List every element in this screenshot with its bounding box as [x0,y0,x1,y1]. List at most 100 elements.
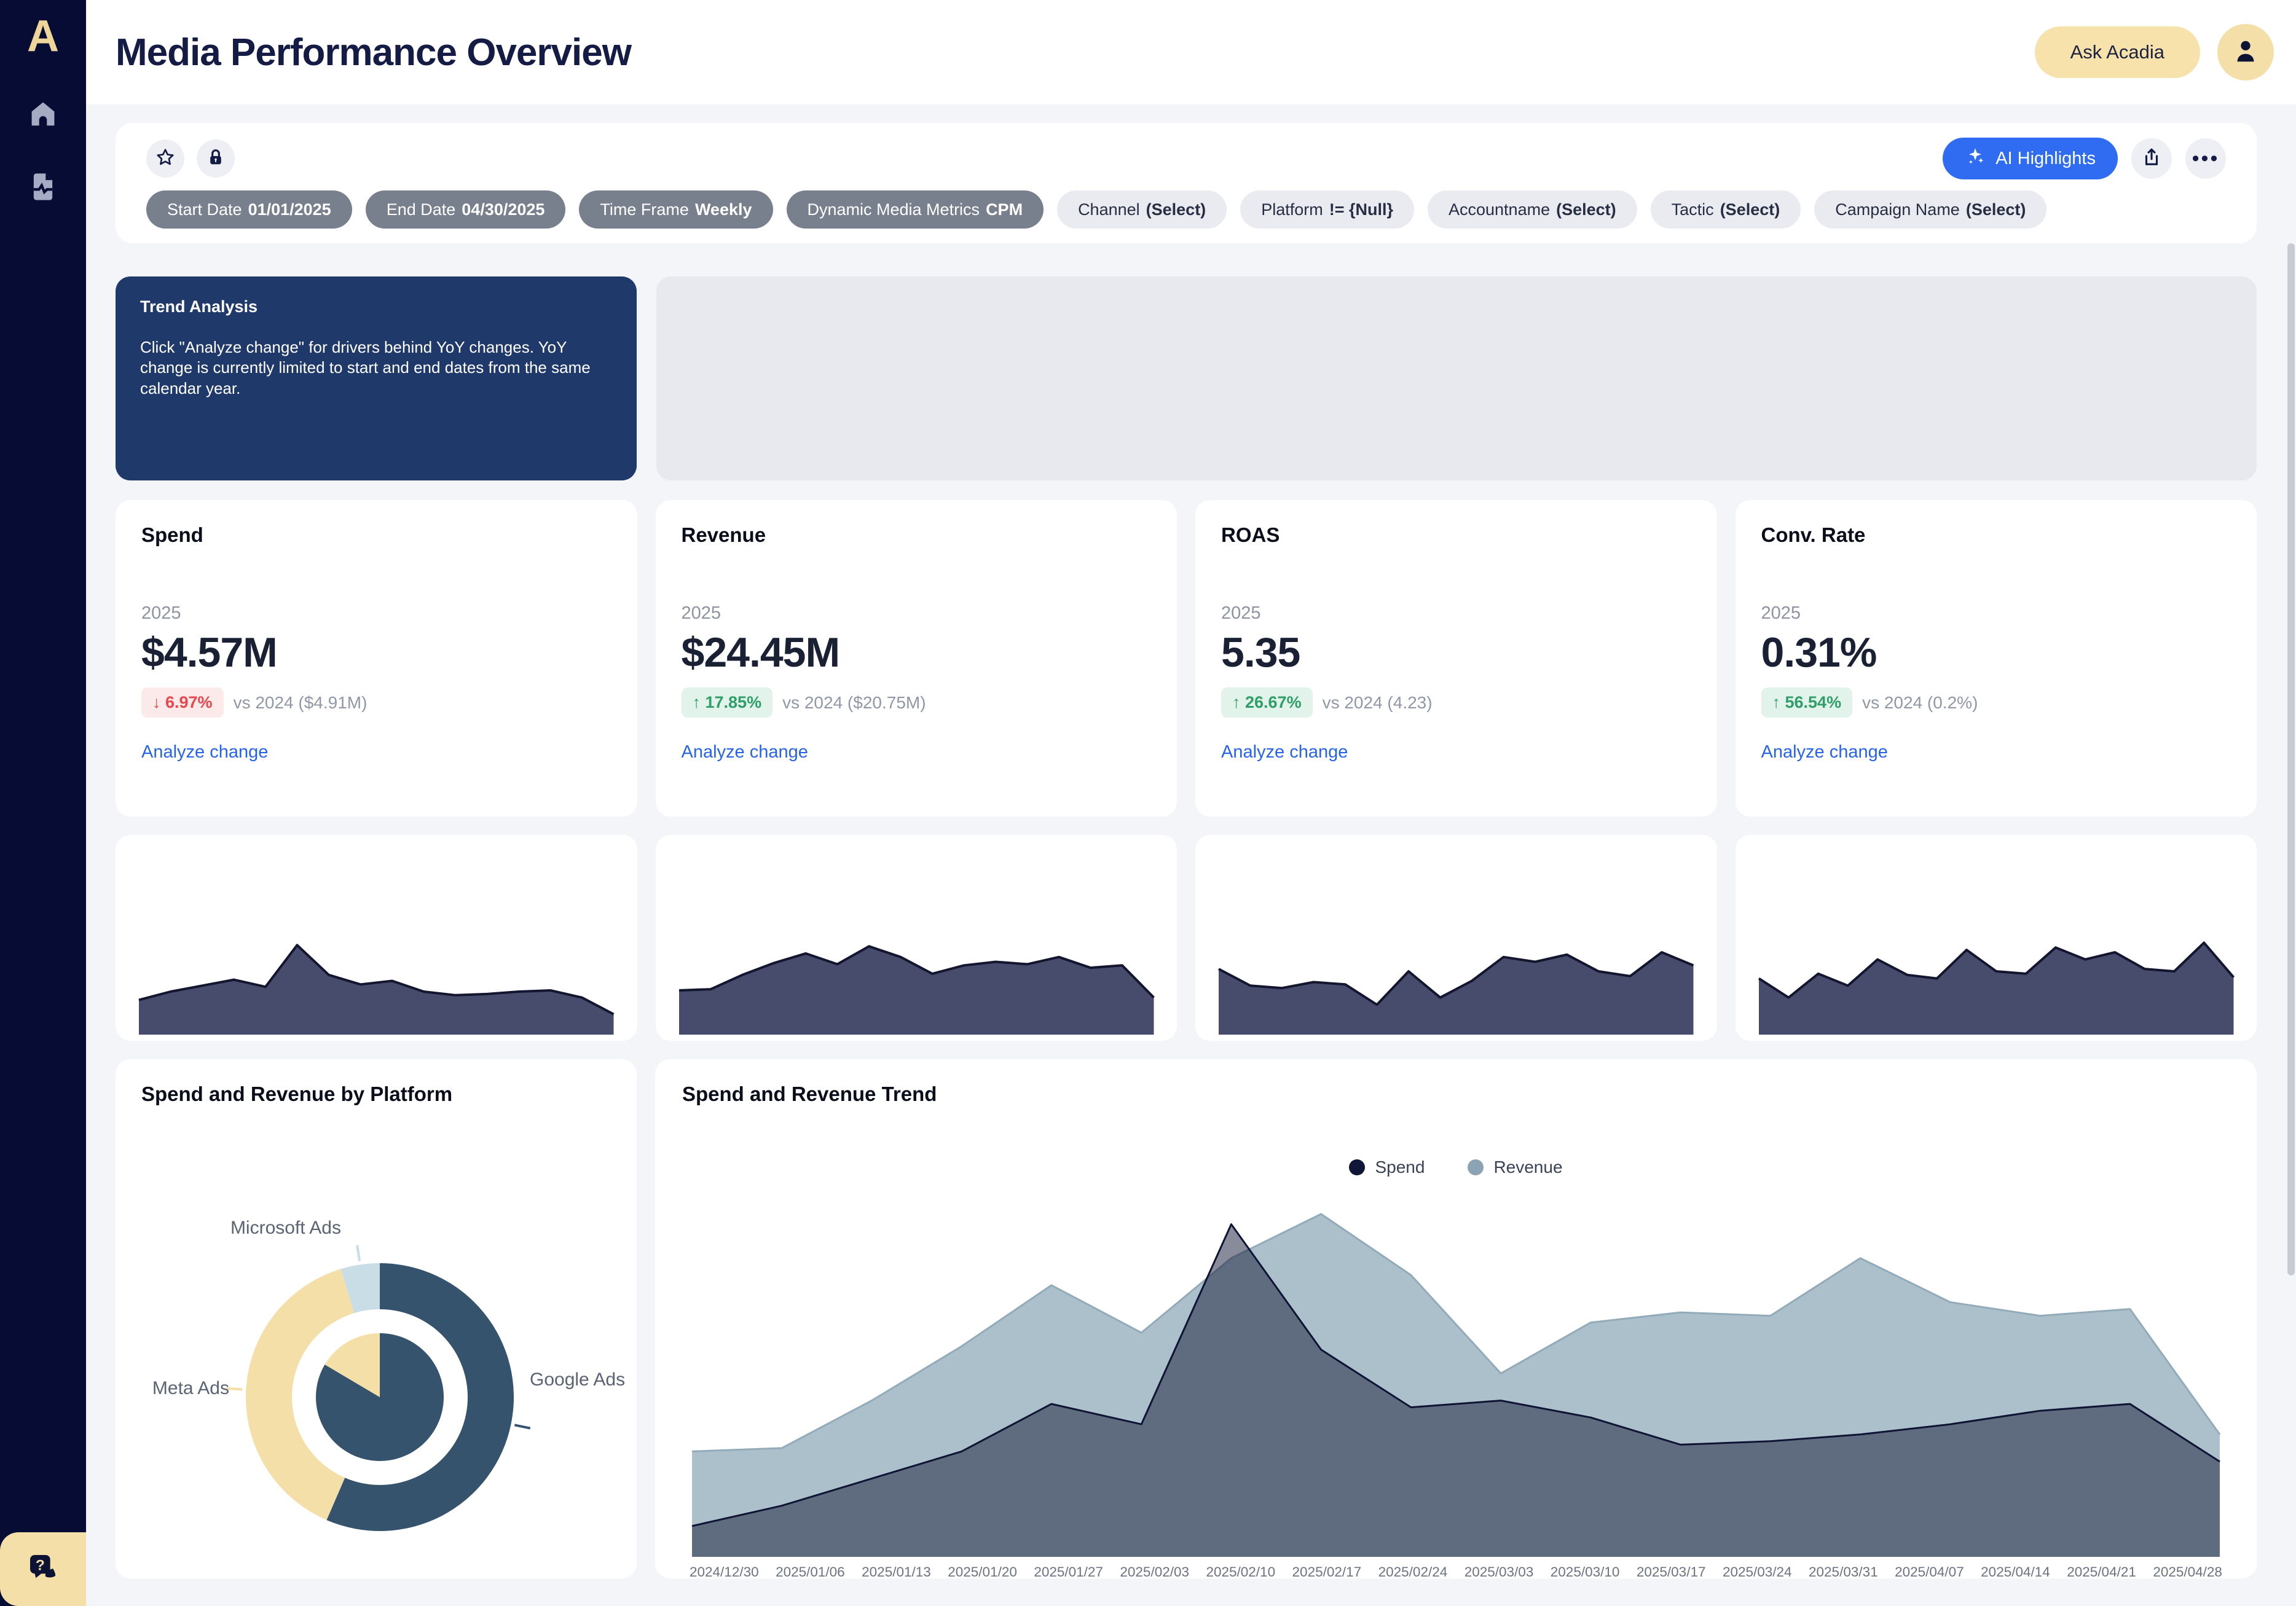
kpi-title: Revenue [682,523,1152,547]
lock-icon [206,147,226,170]
sidebar-item-home[interactable] [27,98,59,130]
kpi-delta-row: ↓ 6.97% vs 2024 ($4.91M) [141,687,611,718]
delta-badge: ↓ 6.97% [141,687,224,718]
trend-analysis-row: Trend Analysis Click "Analyze change" fo… [116,276,2257,480]
legend-item-spend[interactable]: Spend [1349,1157,1425,1177]
kpi-delta-row: ↑ 26.67% vs 2024 (4.23) [1221,687,1691,718]
ellipsis-icon: ••• [2192,152,2220,165]
trend-analysis-body: Click "Analyze change" for drivers behin… [140,337,612,399]
help-chat-button[interactable]: ? [0,1532,86,1606]
chart-legend: Spend Revenue [655,1157,2257,1177]
analyze-change-link[interactable]: Analyze change [1761,742,1888,762]
filter-pills: Start Date01/01/2025 End Date04/30/2025 … [146,190,2226,229]
revenue-legend-dot [1468,1159,1484,1175]
spend-revenue-trend-card: Spend and Revenue Trend Spend Revenue 20… [655,1059,2257,1578]
kpi-year: 2025 [1761,603,2231,624]
platform-chart-title: Spend and Revenue by Platform [141,1083,611,1106]
page-title: Media Performance Overview [116,31,631,74]
kpi-delta-row: ↑ 56.54% vs 2024 (0.2%) [1761,687,2231,718]
filter-pill-accountname[interactable]: Accountname(Select) [1428,190,1637,229]
ask-acadia-button[interactable]: Ask Acadia [2035,26,2200,78]
kpi-value: 0.31% [1761,629,2231,676]
home-icon [27,122,59,133]
filter-actions: AI Highlights ••• [1943,138,2226,179]
x-axis-labels: 2024/12/302025/01/062025/01/132025/01/20… [690,1564,2222,1580]
user-icon [2231,37,2260,68]
kpi-year: 2025 [141,603,611,624]
revenue-sparkline-chart [677,904,1157,1035]
roas-sparkline-chart [1216,904,1696,1035]
filter-pill-channel[interactable]: Channel(Select) [1057,190,1227,229]
star-icon [155,147,175,170]
chat-question-icon: ? [26,1551,60,1588]
kpi-value: $4.57M [141,629,611,676]
kpi-title: ROAS [1221,523,1691,547]
sparkline-card-conv-rate [1736,835,2257,1041]
spend-revenue-trend-chart [690,1207,2222,1557]
filter-toolbar: AI Highlights ••• [146,138,2226,179]
ai-highlights-label: AI Highlights [1995,149,2096,169]
spend-legend-dot [1349,1159,1365,1175]
sparkline-card-spend [116,835,637,1041]
charts-row: Spend and Revenue by Platform Microsoft … [116,1059,2257,1578]
analyze-change-link[interactable]: Analyze change [141,742,268,762]
filter-bar: AI Highlights ••• Start Date01/01/2025 E… [116,123,2257,243]
spend-sparkline-chart [136,904,616,1035]
lock-button[interactable] [197,139,235,178]
conv-rate-sparkline-chart [1756,904,2236,1035]
report-pulse-icon [27,195,59,205]
delta-badge: ↑ 56.54% [1761,687,1853,718]
filter-pill-start-date[interactable]: Start Date01/01/2025 [146,190,352,229]
more-options-button[interactable]: ••• [2185,138,2226,179]
filter-pill-end-date[interactable]: End Date04/30/2025 [366,190,566,229]
platform-donut-card: Spend and Revenue by Platform Microsoft … [116,1059,637,1578]
kpi-value: $24.45M [682,629,1152,676]
dashboard-root: A ? Media Performance Overview Ask Acadi… [0,0,2296,1606]
analyze-change-link[interactable]: Analyze change [682,742,808,762]
kpi-card-roas: ROAS 2025 5.35 ↑ 26.67% vs 2024 (4.23) A… [1195,500,1717,817]
kpi-vs-prior: vs 2024 (0.2%) [1862,693,1978,713]
avatar[interactable] [2217,24,2274,80]
acadia-logo[interactable]: A [0,11,86,61]
filter-pill-tactic[interactable]: Tactic(Select) [1651,190,1801,229]
kpi-year: 2025 [682,603,1152,624]
sidebar-item-reports[interactable] [27,171,59,203]
trend-analysis-title: Trend Analysis [140,297,612,316]
kpi-year: 2025 [1221,603,1691,624]
platform-donut-chart [208,1225,552,1569]
trend-chart-title: Spend and Revenue Trend [682,1083,2230,1106]
filter-pill-time-frame[interactable]: Time FrameWeekly [579,190,773,229]
filter-pill-campaign-name[interactable]: Campaign Name(Select) [1814,190,2046,229]
favorite-button[interactable] [146,139,184,178]
share-button[interactable] [2131,138,2172,179]
analyze-change-link[interactable]: Analyze change [1221,742,1348,762]
page-header: Media Performance Overview Ask Acadia [86,0,2296,104]
donut-label-microsoft-ads: Microsoft Ads [230,1218,341,1239]
donut-label-google-ads: Google Ads [530,1369,625,1390]
filter-pill-dynamic-media-metrics[interactable]: Dynamic Media MetricsCPM [787,190,1044,229]
sparkline-row [116,835,2257,1041]
kpi-vs-prior: vs 2024 ($20.75M) [782,693,926,713]
delta-badge: ↑ 26.67% [1221,687,1313,718]
sparkle-icon [1965,146,1986,171]
content-area: AI Highlights ••• Start Date01/01/2025 E… [86,104,2296,1606]
empty-panel [656,276,2257,480]
trend-analysis-card: Trend Analysis Click "Analyze change" fo… [116,276,637,480]
kpi-title: Spend [141,523,611,547]
kpi-card-conv-rate: Conv. Rate 2025 0.31% ↑ 56.54% vs 2024 (… [1736,500,2257,817]
kpi-vs-prior: vs 2024 ($4.91M) [234,693,368,713]
sidebar: A ? [0,0,86,1606]
filter-pill-platform[interactable]: Platform!= {Null} [1240,190,1414,229]
delta-badge: ↑ 17.85% [682,687,773,718]
donut-label-meta-ads: Meta Ads [152,1378,229,1399]
svg-text:?: ? [36,1557,45,1573]
sparkline-card-revenue [656,835,1177,1041]
ai-highlights-button[interactable]: AI Highlights [1943,138,2118,179]
kpi-delta-row: ↑ 17.85% vs 2024 ($20.75M) [682,687,1152,718]
kpi-row: Spend 2025 $4.57M ↓ 6.97% vs 2024 ($4.91… [116,500,2257,817]
kpi-card-spend: Spend 2025 $4.57M ↓ 6.97% vs 2024 ($4.91… [116,500,637,817]
legend-item-revenue[interactable]: Revenue [1468,1157,1562,1177]
kpi-card-revenue: Revenue 2025 $24.45M ↑ 17.85% vs 2024 ($… [656,500,1177,817]
scrollbar-thumb[interactable] [2287,243,2295,1275]
kpi-title: Conv. Rate [1761,523,2231,547]
